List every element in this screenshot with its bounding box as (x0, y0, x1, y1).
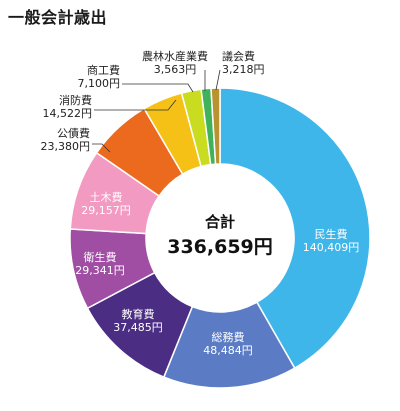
slice-value-label-8: 7,100円 (78, 77, 121, 90)
slice-name-label-8: 商工費 (87, 63, 120, 77)
slice-value-label-7: 14,522円 (43, 107, 93, 120)
slices-group (69, 87, 371, 389)
slice-value-label-4: 29,341円 (75, 264, 125, 277)
leader-lines-group (92, 69, 221, 153)
chart-title: 一般会計歳出 (8, 8, 108, 27)
slice-value-label-5: 29,157円 (81, 204, 131, 217)
slice-name-label-7: 消防費 (59, 93, 92, 107)
slice-value-label-6: 23,380円 (41, 140, 91, 153)
slice-1 (219, 87, 371, 370)
leader-line-10 (215, 69, 221, 91)
slice-value-label-2: 48,484円 (203, 344, 253, 357)
slice-name-label-5: 土木費 (90, 190, 123, 204)
slice-name-label-4: 衛生費 (84, 250, 117, 264)
slice-value-label-10: 3,218円 (222, 63, 265, 76)
slice-name-label-10: 議会費 (222, 49, 255, 63)
slice-10 (210, 87, 221, 165)
slice-name-label-3: 教育費 (122, 307, 155, 321)
leader-line-8 (122, 83, 194, 93)
slice-name-label-6: 公債費 (57, 126, 90, 140)
slice-value-label-1: 140,409円 (303, 241, 360, 254)
center-total: 336,659円 (167, 236, 273, 258)
slice-value-label-9: 3,563円 (154, 63, 197, 76)
slice-name-label-2: 総務費 (212, 330, 245, 344)
slice-value-label-3: 37,485円 (113, 321, 163, 334)
leader-line-6 (92, 143, 111, 153)
slice-name-label-9: 農林水産業費 (142, 49, 208, 63)
slice-name-label-1: 民生費 (315, 227, 348, 241)
leader-line-7 (94, 99, 177, 111)
center-caption: 合計 (204, 213, 235, 231)
